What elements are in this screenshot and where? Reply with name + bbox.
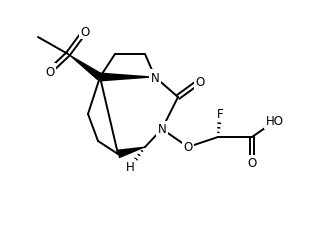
Text: O: O bbox=[45, 65, 55, 78]
Polygon shape bbox=[68, 54, 102, 81]
Text: O: O bbox=[183, 141, 193, 154]
Text: H: H bbox=[126, 161, 134, 174]
Polygon shape bbox=[117, 147, 145, 159]
Text: N: N bbox=[151, 71, 159, 84]
Text: O: O bbox=[248, 157, 257, 170]
Text: N: N bbox=[157, 123, 167, 136]
Polygon shape bbox=[100, 73, 155, 82]
Text: O: O bbox=[80, 25, 90, 38]
Text: F: F bbox=[217, 108, 223, 121]
Text: O: O bbox=[195, 75, 205, 88]
Text: HO: HO bbox=[266, 115, 284, 128]
